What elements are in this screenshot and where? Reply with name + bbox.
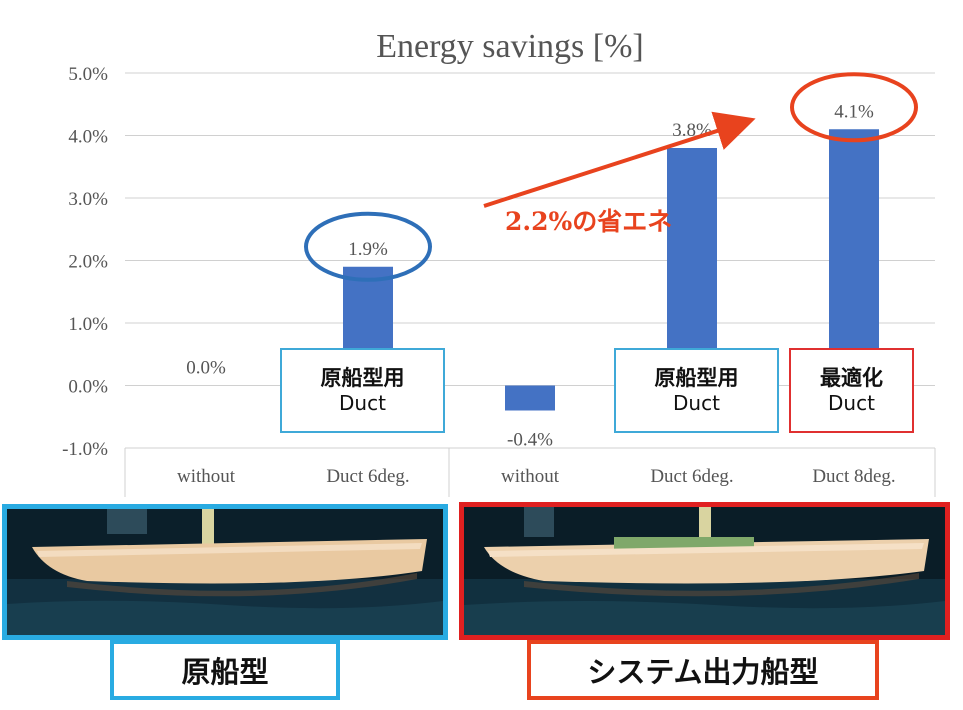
chart-title: Energy savings [%]: [376, 28, 644, 65]
duct-box-jp: 最適化: [820, 365, 883, 390]
y-tick-label: 1.0%: [68, 314, 108, 335]
x-tick-label: without: [177, 466, 236, 487]
data-label: 4.1%: [834, 101, 874, 122]
labels: 5.0% 4.0% 3.0% 2.0% 1.0% 0.0% -1.0% without Duct…: [62, 64, 896, 487]
highlight-circle-1-9: [304, 211, 432, 282]
duct-box-optimized: 最適化 Duct: [789, 348, 914, 433]
y-tick-label: -1.0%: [62, 439, 108, 460]
y-tick-label: 5.0%: [68, 64, 108, 85]
photo-original-ship: [2, 504, 448, 640]
duct-box-en: Duct: [339, 391, 386, 416]
label-system-ship: システム出力船型: [527, 640, 879, 700]
duct-box-jp: 原船型用: [654, 365, 739, 390]
y-tick-label: 4.0%: [68, 127, 108, 148]
duct-box-original-2: 原船型用 Duct: [614, 348, 779, 433]
annotations: [304, 72, 918, 282]
increase-arrow: [483, 111, 756, 208]
y-tick-label: 0.0%: [68, 377, 108, 398]
duct-box-en: Duct: [828, 391, 875, 416]
data-label: 1.9%: [348, 239, 388, 260]
bar: [667, 148, 717, 386]
x-tick-label: Duct 8deg.: [812, 466, 895, 487]
data-label: -0.4%: [507, 430, 553, 451]
x-tick-label: without: [501, 466, 560, 487]
duct-box-en: Duct: [673, 391, 720, 416]
label-original-ship: 原船型: [110, 640, 340, 700]
x-tick-label: Duct 6deg.: [650, 466, 733, 487]
ship-image: [464, 507, 945, 635]
callout-energy-saving: 2.2%の省エネ: [505, 207, 673, 236]
photo-system-ship: [459, 502, 950, 640]
highlight-circle-4-1: [790, 72, 918, 143]
duct-box-original-1: 原船型用 Duct: [280, 348, 445, 433]
y-tick-label: 3.0%: [68, 189, 108, 210]
bar: [829, 129, 879, 386]
y-tick-label: 2.0%: [68, 252, 108, 273]
bar: [505, 385, 555, 411]
x-tick-label: Duct 6deg.: [326, 466, 409, 487]
data-label: 0.0%: [186, 358, 226, 379]
ship-image: [7, 509, 443, 635]
duct-box-jp: 原船型用: [320, 365, 405, 390]
